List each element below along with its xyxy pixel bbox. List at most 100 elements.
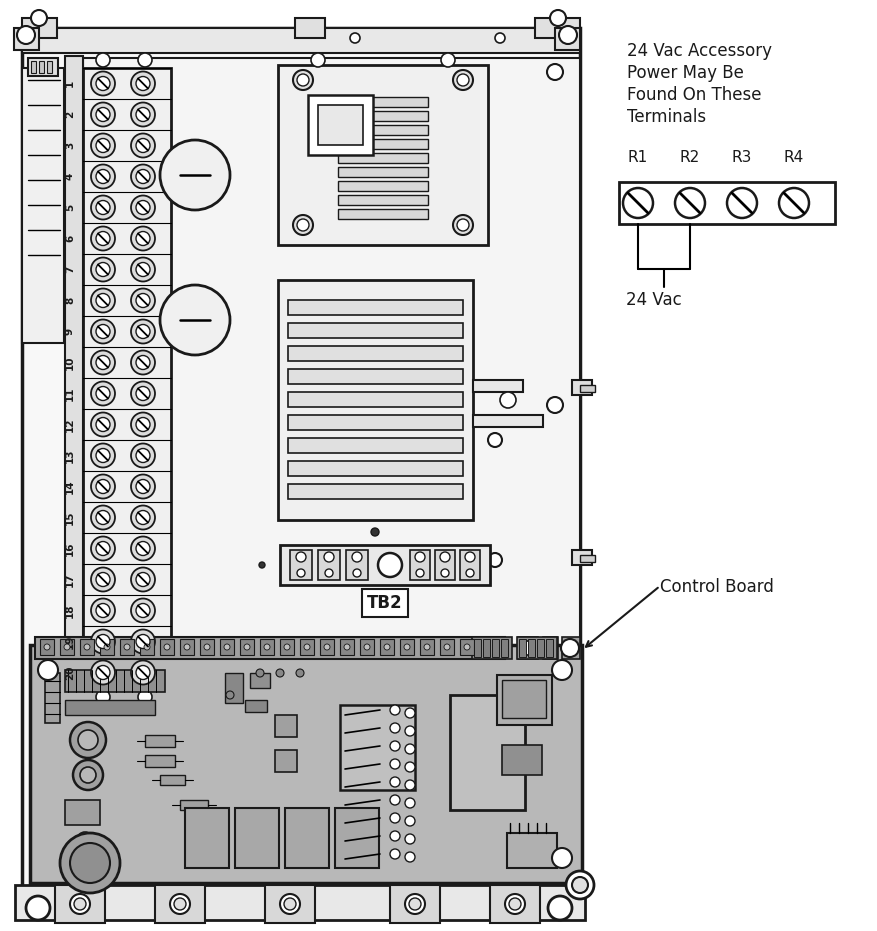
Circle shape — [324, 552, 333, 562]
Circle shape — [91, 72, 115, 96]
Circle shape — [131, 289, 155, 313]
Circle shape — [136, 666, 150, 680]
Circle shape — [559, 26, 576, 44]
Circle shape — [174, 898, 186, 910]
Text: 7: 7 — [65, 266, 75, 273]
Circle shape — [84, 644, 90, 650]
Text: R2: R2 — [679, 150, 699, 165]
Circle shape — [91, 660, 115, 684]
Bar — [160, 775, 185, 785]
Text: 19: 19 — [65, 634, 75, 649]
Circle shape — [389, 777, 400, 787]
Bar — [450, 695, 524, 810]
Circle shape — [136, 603, 150, 617]
Circle shape — [224, 644, 230, 650]
Circle shape — [96, 510, 110, 524]
Bar — [139, 639, 153, 655]
Circle shape — [264, 644, 270, 650]
Circle shape — [404, 726, 415, 736]
Text: Found On These: Found On These — [626, 86, 760, 104]
Circle shape — [674, 188, 704, 218]
Circle shape — [404, 834, 415, 844]
Circle shape — [225, 691, 234, 699]
Circle shape — [91, 289, 115, 313]
Circle shape — [424, 644, 430, 650]
Bar — [288, 369, 462, 384]
Circle shape — [463, 644, 469, 650]
Circle shape — [404, 708, 415, 718]
Bar — [338, 167, 427, 177]
Bar — [571, 380, 591, 395]
Circle shape — [160, 140, 230, 210]
Circle shape — [256, 669, 264, 677]
Circle shape — [293, 70, 312, 90]
Circle shape — [26, 896, 50, 920]
Circle shape — [91, 350, 115, 374]
Text: Terminals: Terminals — [626, 108, 705, 126]
Bar — [506, 833, 556, 868]
Bar — [245, 700, 267, 712]
Bar — [83, 688, 171, 706]
Bar — [280, 545, 489, 585]
Text: Control Board: Control Board — [660, 578, 773, 596]
Bar — [288, 346, 462, 361]
Bar — [30, 645, 581, 883]
Bar — [288, 438, 462, 453]
Circle shape — [131, 443, 155, 467]
Bar — [518, 639, 525, 657]
Circle shape — [96, 107, 110, 122]
Circle shape — [778, 188, 808, 218]
Circle shape — [131, 629, 155, 654]
Circle shape — [389, 741, 400, 751]
Circle shape — [96, 417, 110, 431]
Bar — [239, 639, 253, 655]
Circle shape — [283, 644, 289, 650]
Circle shape — [457, 74, 468, 86]
Text: 14: 14 — [65, 479, 75, 493]
Circle shape — [64, 644, 70, 650]
Bar — [580, 555, 595, 562]
Circle shape — [440, 53, 454, 67]
Circle shape — [296, 552, 306, 562]
Bar — [400, 639, 414, 655]
Circle shape — [136, 542, 150, 556]
Circle shape — [74, 898, 86, 910]
Circle shape — [136, 356, 150, 370]
Text: 24 Vac: 24 Vac — [625, 291, 681, 309]
Circle shape — [96, 263, 110, 277]
Circle shape — [293, 215, 312, 235]
Bar — [288, 415, 462, 430]
Circle shape — [160, 285, 230, 355]
Circle shape — [457, 219, 468, 231]
Circle shape — [91, 443, 115, 467]
Bar — [160, 639, 174, 655]
Bar — [250, 673, 270, 688]
Circle shape — [124, 644, 130, 650]
Bar — [580, 385, 595, 392]
Bar — [288, 461, 462, 476]
Bar — [288, 323, 462, 338]
Bar — [185, 808, 229, 868]
Circle shape — [465, 552, 474, 562]
Bar — [40, 639, 54, 655]
Circle shape — [136, 76, 150, 90]
Circle shape — [207, 832, 223, 848]
Circle shape — [404, 762, 415, 772]
Circle shape — [552, 848, 571, 868]
Bar — [275, 715, 296, 737]
Bar — [517, 637, 538, 659]
Bar — [618, 182, 834, 224]
Circle shape — [131, 258, 155, 281]
Circle shape — [378, 553, 402, 577]
Circle shape — [91, 475, 115, 498]
Bar — [339, 705, 415, 790]
Circle shape — [96, 542, 110, 556]
Circle shape — [96, 200, 110, 214]
Circle shape — [509, 898, 520, 910]
Circle shape — [131, 102, 155, 127]
Circle shape — [296, 219, 309, 231]
Circle shape — [275, 669, 283, 677]
Circle shape — [131, 568, 155, 591]
Circle shape — [499, 392, 516, 408]
Bar — [380, 639, 394, 655]
